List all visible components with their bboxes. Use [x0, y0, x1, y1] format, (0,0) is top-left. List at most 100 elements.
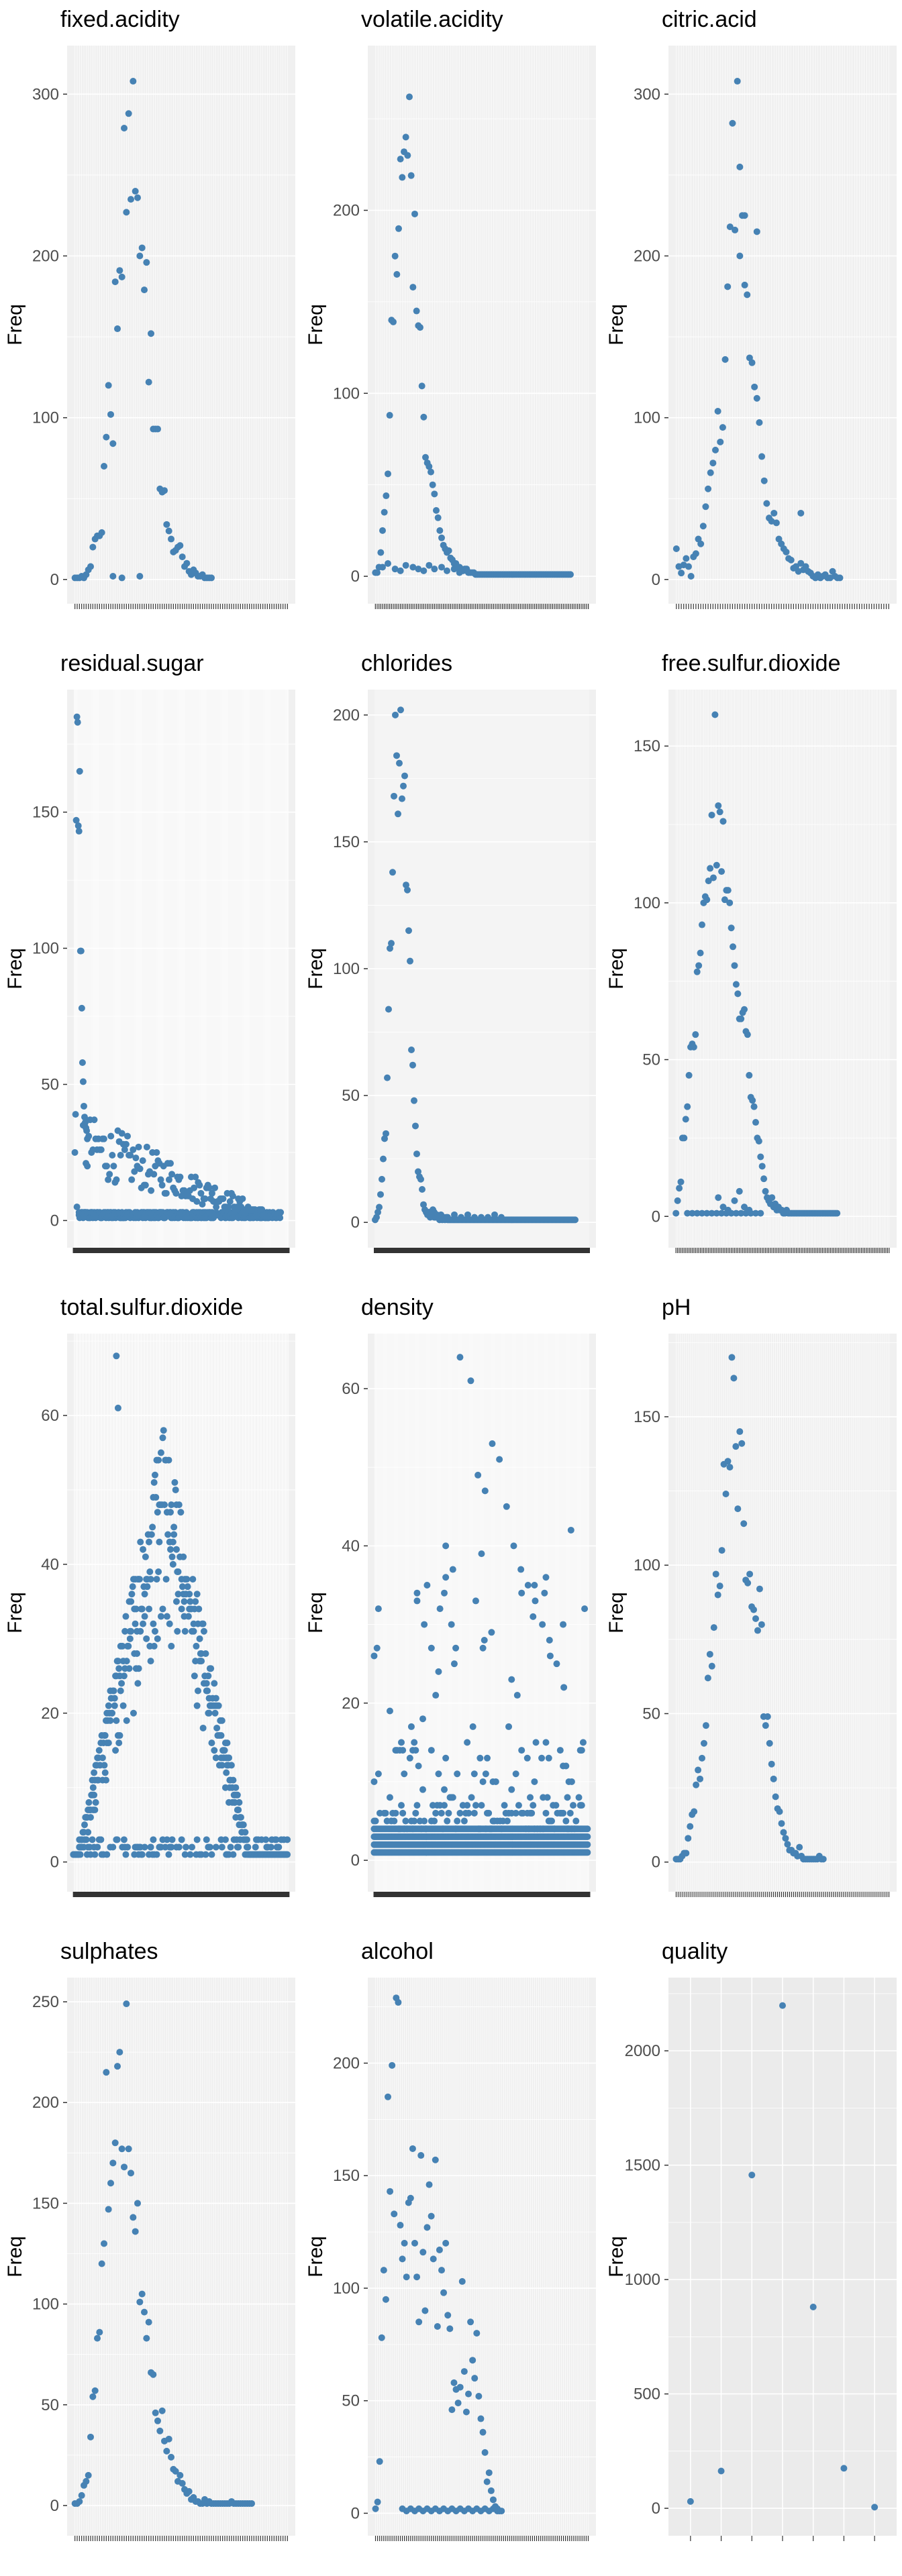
- data-point: [109, 573, 117, 580]
- data-point: [134, 1650, 141, 1658]
- y-tick-label: 50: [642, 1051, 660, 1069]
- y-tick-label: 100: [32, 940, 59, 958]
- data-point: [121, 1627, 129, 1635]
- y-tick-label: 0: [652, 1208, 660, 1226]
- data-point: [207, 1665, 215, 1672]
- chart-panel-density: density Freq 0 20 40 60: [301, 1288, 601, 1932]
- data-point: [454, 1817, 461, 1825]
- data-point: [732, 981, 740, 988]
- data-point: [433, 506, 440, 514]
- data-point: [89, 543, 97, 551]
- data-point: [118, 1680, 126, 1687]
- data-point: [101, 1762, 108, 1769]
- data-point: [198, 1658, 205, 1665]
- data-point: [463, 566, 470, 573]
- data-point: [137, 1627, 144, 1635]
- data-point: [232, 1784, 240, 1791]
- data-point: [435, 1770, 442, 1778]
- data-point: [150, 1620, 157, 1627]
- data-point: [107, 1717, 114, 1724]
- data-point: [212, 1754, 219, 1762]
- data-point: [218, 1717, 225, 1724]
- data-point: [237, 1814, 244, 1821]
- data-point: [191, 1184, 198, 1191]
- data-point: [693, 1210, 701, 1217]
- data-point: [709, 874, 717, 881]
- data-point: [193, 1591, 201, 1598]
- data-point: [444, 1214, 451, 1221]
- y-tick-label: 0: [351, 1851, 360, 1870]
- data-point: [123, 1658, 130, 1665]
- data-point: [125, 1642, 132, 1650]
- data-point: [115, 1665, 123, 1672]
- data-point: [189, 1843, 195, 1851]
- data-point: [381, 1135, 388, 1142]
- data-point: [193, 1702, 201, 1709]
- data-point: [428, 1644, 435, 1652]
- data-point: [181, 1851, 189, 1858]
- data-point: [417, 324, 423, 331]
- data-point: [154, 425, 161, 433]
- data-point: [412, 1809, 419, 1817]
- chart-panel-free-sulfur-dioxide: free.sulfur.dioxide Freq 0 50 100 150: [601, 644, 902, 1288]
- data-point: [221, 1836, 229, 1843]
- data-point: [741, 281, 748, 288]
- data-point: [212, 1843, 219, 1851]
- data-point: [161, 487, 168, 494]
- data-point: [485, 1214, 491, 1221]
- data-point: [730, 943, 737, 951]
- data-point: [101, 1732, 109, 1739]
- data-point: [192, 1173, 199, 1181]
- data-point: [128, 196, 134, 203]
- y-tick-label: 150: [634, 737, 660, 755]
- data-point: [390, 318, 397, 325]
- data-point: [431, 566, 438, 573]
- data-point: [687, 573, 695, 580]
- data-point: [699, 523, 707, 530]
- data-point: [407, 1723, 415, 1730]
- data-point: [685, 1071, 693, 1079]
- data-point: [458, 1214, 464, 1221]
- data-point: [87, 563, 94, 570]
- data-point: [211, 1680, 218, 1687]
- data-point: [175, 1843, 183, 1851]
- data-point: [436, 1605, 444, 1613]
- data-point: [168, 1843, 175, 1851]
- data-point: [746, 1071, 753, 1079]
- chart-panel-citric-acid: citric.acid Freq 0 100 200 300: [601, 0, 902, 644]
- data-point: [391, 1817, 398, 1825]
- data-point: [415, 1762, 422, 1770]
- data-point: [212, 1695, 219, 1702]
- data-point: [428, 1747, 435, 1754]
- data-point: [118, 1130, 126, 1137]
- x-tick-band: [72, 1892, 290, 1897]
- y-tick-label: 200: [32, 248, 59, 266]
- data-point: [128, 1591, 136, 1598]
- data-point: [185, 1613, 192, 1620]
- y-tick-label: 100: [32, 409, 59, 427]
- data-point: [91, 1851, 99, 1858]
- data-point: [178, 1836, 185, 1843]
- data-point: [223, 1769, 230, 1776]
- data-point: [467, 1377, 474, 1385]
- data-point: [401, 772, 408, 780]
- data-point: [153, 1148, 160, 1156]
- plot-background: [67, 690, 295, 1248]
- data-point: [107, 411, 114, 418]
- data-point: [235, 1843, 242, 1851]
- data-point: [135, 1143, 142, 1150]
- y-tick-label: 60: [342, 1380, 360, 1398]
- data-point: [532, 1597, 539, 1605]
- data-point: [140, 1546, 147, 1553]
- data-point: [734, 990, 742, 998]
- data-point: [275, 1843, 283, 1851]
- data-point: [699, 921, 705, 928]
- data-point: [123, 209, 130, 216]
- data-point: [449, 1794, 456, 1801]
- data-point: [719, 818, 727, 825]
- data-point: [419, 1186, 425, 1193]
- y-tick-label: 0: [50, 1212, 59, 1230]
- data-point: [146, 1538, 152, 1546]
- data-point: [441, 1802, 448, 1809]
- data-point: [230, 1851, 237, 1858]
